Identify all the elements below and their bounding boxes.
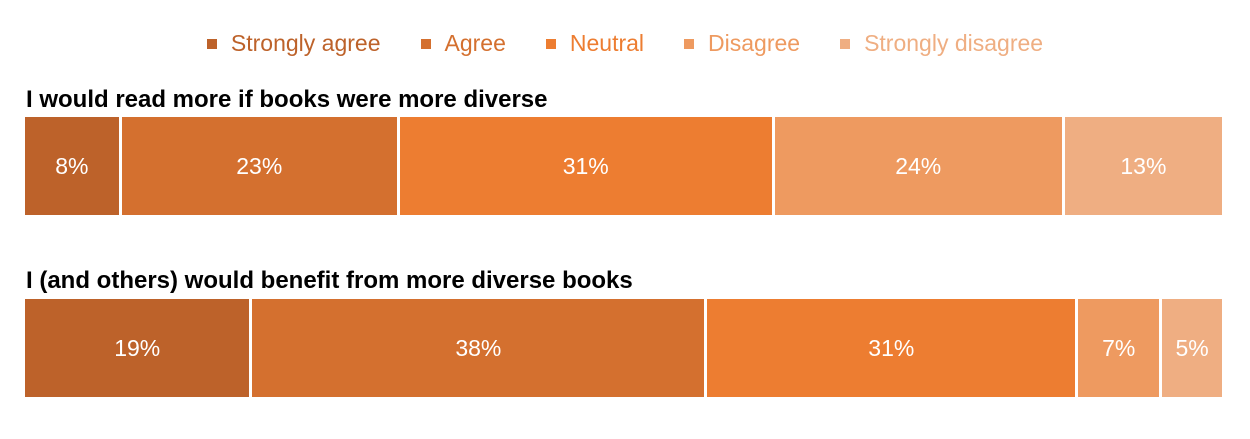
data-label: 24% bbox=[895, 152, 942, 179]
data-label: 38% bbox=[455, 334, 502, 361]
chart-legend: Strongly agree Agree Neutral Disagree St… bbox=[0, 30, 1250, 57]
data-label: 5% bbox=[1175, 334, 1209, 361]
stacked-bar-benefit: 19% 38% 31% 7% 5% bbox=[25, 299, 1222, 397]
bar-segment-strongly-disagree: 5% bbox=[1162, 299, 1222, 397]
legend-swatch bbox=[684, 38, 695, 49]
bar-segment-neutral: 31% bbox=[707, 299, 1076, 397]
legend-swatch bbox=[420, 38, 431, 49]
data-label: 13% bbox=[1120, 152, 1167, 179]
stacked-bar-read-more: 8% 23% 31% 24% 13% bbox=[25, 117, 1222, 215]
chart-title-read-more: I would read more if books were more div… bbox=[26, 86, 548, 113]
data-label: 31% bbox=[868, 334, 915, 361]
legend-item-neutral: Neutral bbox=[545, 30, 645, 57]
bar-segment-strongly-disagree: 13% bbox=[1064, 117, 1222, 215]
chart-title-benefit: I (and others) would benefit from more d… bbox=[26, 267, 633, 294]
legend-label: Strongly disagree bbox=[864, 30, 1044, 56]
legend-label: Agree bbox=[444, 30, 506, 56]
legend-item-strongly-agree: Strongly agree bbox=[206, 30, 381, 57]
data-label: 23% bbox=[236, 152, 283, 179]
legend-item-strongly-disagree: Strongly disagree bbox=[840, 30, 1043, 57]
data-label: 7% bbox=[1102, 334, 1136, 361]
legend-item-agree: Agree bbox=[420, 30, 506, 57]
data-label: 19% bbox=[114, 334, 161, 361]
bar-segment-neutral: 31% bbox=[399, 117, 772, 215]
legend-swatch bbox=[206, 38, 217, 49]
legend-label: Strongly agree bbox=[230, 30, 381, 56]
legend-label: Neutral bbox=[569, 30, 645, 56]
legend-swatch bbox=[545, 38, 556, 49]
bar-segment-disagree: 7% bbox=[1078, 299, 1160, 397]
legend-item-disagree: Disagree bbox=[684, 30, 800, 57]
bar-segment-agree: 23% bbox=[121, 117, 397, 215]
data-label: 8% bbox=[55, 152, 89, 179]
data-label: 31% bbox=[562, 152, 609, 179]
legend-label: Disagree bbox=[708, 30, 801, 56]
legend-swatch bbox=[840, 38, 851, 49]
bar-segment-agree: 38% bbox=[252, 299, 705, 397]
bar-segment-strongly-agree: 19% bbox=[25, 299, 250, 397]
bar-segment-disagree: 24% bbox=[774, 117, 1062, 215]
bar-segment-strongly-agree: 8% bbox=[25, 117, 119, 215]
